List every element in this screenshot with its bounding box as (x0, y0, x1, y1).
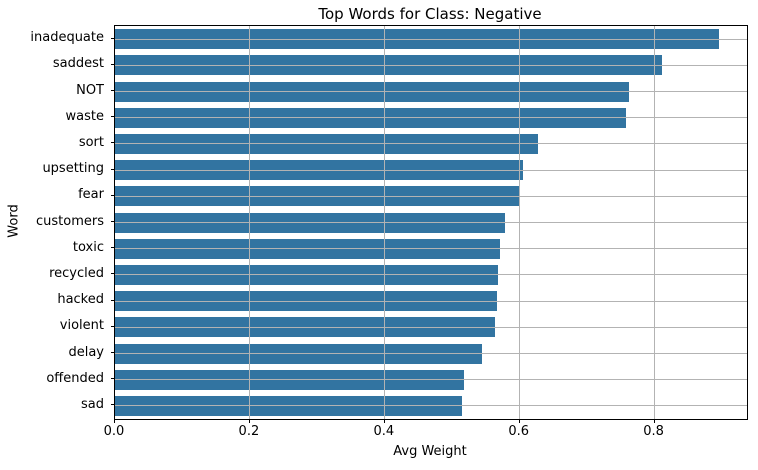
y-tick-mark (111, 116, 115, 118)
gridline-horizontal (115, 274, 747, 276)
y-tick-mark (111, 194, 115, 196)
gridline-vertical (654, 26, 656, 419)
y-tick-mark (111, 221, 115, 222)
gridline-horizontal (115, 353, 747, 354)
y-tick-label: violent (59, 318, 104, 334)
gridline-vertical (519, 26, 521, 419)
y-tick-mark (111, 404, 115, 406)
gridline-horizontal (115, 195, 747, 197)
y-tick-mark (111, 168, 115, 170)
gridline-horizontal (115, 143, 747, 145)
gridline-horizontal (115, 38, 747, 40)
x-tick-label: 0.4 (373, 424, 395, 439)
y-tick-mark (111, 273, 115, 275)
x-tick-label: 0.8 (643, 424, 664, 439)
y-tick-mark (111, 352, 115, 353)
y-tick-mark (111, 37, 115, 39)
y-tick-label: recycled (49, 265, 104, 281)
y-tick-label: offended (46, 370, 104, 386)
x-tick-label: 0.6 (508, 424, 530, 439)
x-tick-mark (248, 419, 250, 423)
y-tick-label: delay (68, 344, 104, 360)
gridline-horizontal (115, 248, 747, 250)
y-tick-label: inadequate (30, 30, 104, 46)
gridline-horizontal (115, 64, 747, 66)
y-tick-label: saddest (52, 56, 104, 72)
y-tick-mark (111, 247, 115, 249)
gridline-vertical (249, 26, 251, 419)
y-tick-label: toxic (72, 239, 104, 255)
y-tick-label: waste (65, 108, 104, 124)
y-tick-label: hacked (57, 292, 104, 308)
y-tick-mark (111, 378, 115, 380)
plot-area (114, 25, 748, 420)
y-tick-mark (111, 325, 115, 327)
gridline-horizontal (115, 300, 747, 302)
y-tick-label: NOT (76, 82, 104, 98)
x-tick-label: 0.0 (103, 424, 125, 439)
y-tick-label: sad (81, 396, 104, 412)
gridline-horizontal (115, 169, 747, 171)
gridline-horizontal (115, 222, 747, 223)
x-tick-label: 0.2 (238, 424, 260, 439)
x-tick-mark (114, 419, 115, 423)
y-tick-label: sort (78, 134, 104, 150)
chart-title: Top Words for Class: Negative (318, 5, 542, 23)
gridline-horizontal (115, 117, 747, 119)
y-tick-label: upsetting (42, 161, 104, 177)
y-tick-mark (111, 142, 115, 144)
x-axis-title: Avg Weight (393, 444, 467, 459)
gridline-horizontal (115, 379, 747, 381)
gridline-horizontal (115, 326, 747, 328)
gridline-vertical (384, 26, 386, 419)
y-tick-mark (111, 299, 115, 301)
y-tick-label: customers (36, 213, 104, 229)
y-tick-mark (111, 63, 115, 65)
y-tick-mark (111, 90, 115, 91)
gridline-horizontal (115, 91, 747, 92)
gridline-horizontal (115, 405, 747, 407)
x-tick-mark (653, 419, 655, 423)
y-tick-label: fear (78, 187, 104, 203)
x-tick-mark (383, 419, 385, 423)
x-tick-mark (518, 419, 520, 423)
